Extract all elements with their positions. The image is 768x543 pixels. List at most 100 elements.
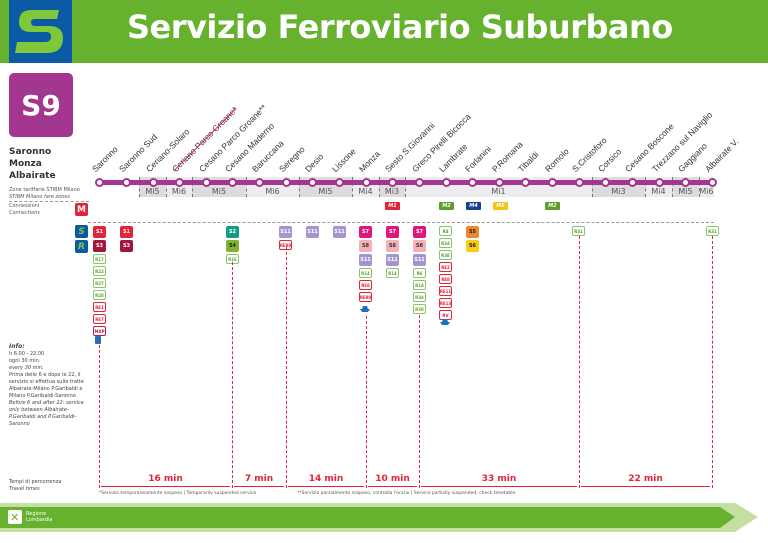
- station-stop[interactable]: [654, 178, 664, 187]
- zone-separator: [405, 177, 406, 197]
- regione-lombardia-text: Regione Lombardia: [26, 511, 53, 523]
- zone-separator: [192, 177, 193, 197]
- connection-badge: S4: [226, 240, 239, 252]
- section-marker: [712, 236, 713, 488]
- connection-badge: R14: [359, 268, 372, 278]
- connection-badge: R34: [439, 238, 452, 248]
- station-name[interactable]: Desio: [302, 151, 326, 174]
- station-stop[interactable]: [387, 178, 397, 187]
- travel-time-arrow: [234, 486, 284, 487]
- connection-badge: RE13: [439, 298, 452, 308]
- suburbano-logo: [9, 0, 72, 63]
- divider: [9, 201, 89, 202]
- metro-badge: M1: [385, 202, 400, 210]
- station-name[interactable]: Monza: [356, 148, 383, 174]
- station-name[interactable]: Romolo: [542, 146, 571, 174]
- station-name[interactable]: Albairate V.: [702, 136, 741, 174]
- zone-label: Mi6: [171, 187, 187, 196]
- travel-time-label: 7 min: [244, 474, 274, 484]
- travel-times-label: Tempi di percorrenza Travel times: [9, 479, 62, 492]
- travel-time-arrow: [368, 486, 417, 487]
- travel-time-label: 33 min: [481, 474, 517, 484]
- zone-separator: [645, 177, 646, 197]
- connections-label: Connessioni Connections: [9, 203, 40, 216]
- zone-label: Mi5: [211, 187, 227, 196]
- station-stop[interactable]: [574, 178, 584, 187]
- station-stop[interactable]: [361, 178, 371, 187]
- station-stop[interactable]: [174, 178, 184, 187]
- travel-time-label: 10 min: [375, 474, 410, 484]
- station-stop[interactable]: [281, 178, 291, 187]
- connection-badge: RE2: [439, 262, 452, 272]
- station-stop[interactable]: [600, 178, 610, 187]
- footnote-partial: **Servizio parzialmente sospeso, control…: [297, 491, 516, 496]
- station-stop[interactable]: [148, 178, 158, 187]
- connection-badge: R31: [706, 226, 719, 236]
- station-stop[interactable]: [307, 178, 317, 187]
- zone-separator: [699, 177, 700, 197]
- station-stop[interactable]: [680, 178, 690, 187]
- regione-lombardia-logo: ✕: [8, 510, 22, 524]
- section-marker: [579, 236, 580, 488]
- station-stop[interactable]: [414, 178, 424, 187]
- connection-badge: R14: [386, 268, 399, 278]
- zone-separator: [592, 177, 593, 197]
- connection-badge: S7: [386, 226, 399, 238]
- station-stop[interactable]: [254, 178, 264, 187]
- station-name[interactable]: Lissone: [329, 146, 358, 174]
- station-name[interactable]: Saronno: [89, 144, 120, 174]
- station-stop[interactable]: [201, 178, 211, 187]
- connection-badge: S3: [120, 240, 133, 252]
- zone-label: Mi4: [358, 187, 373, 196]
- zone-label: Mi3: [611, 187, 626, 196]
- section-marker: [232, 262, 233, 488]
- zone-separator: [246, 177, 247, 197]
- connection-badge: RE1: [93, 302, 106, 312]
- station-stop[interactable]: [627, 178, 637, 187]
- station-name[interactable]: Tibaldi: [515, 149, 541, 174]
- connection-badge: S8: [386, 240, 399, 252]
- travel-time-arrow: [421, 486, 577, 487]
- connection-badge: S6: [466, 240, 479, 252]
- zone-label: Mi6: [699, 187, 714, 196]
- suburbano-icon: S: [75, 225, 88, 238]
- zone-separator: [672, 177, 673, 197]
- connection-badge: S11: [386, 254, 399, 266]
- station-stop[interactable]: [520, 178, 530, 187]
- station-stop[interactable]: [467, 178, 477, 187]
- connection-badge: R14: [413, 280, 426, 290]
- connection-badge: S2: [226, 226, 239, 238]
- connection-badge: S1: [120, 226, 133, 238]
- metro-badge: M2: [439, 202, 454, 210]
- station-stop[interactable]: [547, 178, 557, 187]
- station-stop[interactable]: [334, 178, 344, 187]
- zones-label: Zone tariffarie STIBM Milano STIBM Milan…: [9, 187, 80, 200]
- connection-badge: RE8: [359, 280, 372, 290]
- connection-badge: R27: [93, 278, 106, 288]
- connection-badge: S11: [359, 254, 372, 266]
- connection-badge: RE8: [439, 274, 452, 284]
- connection-badge: S11: [333, 226, 346, 238]
- connection-badge: R34: [413, 292, 426, 302]
- station-stop[interactable]: [227, 178, 237, 187]
- connection-badge: RE7: [93, 314, 106, 324]
- station-stop[interactable]: [494, 178, 504, 187]
- station-stop[interactable]: [441, 178, 451, 187]
- connection-badge: S7: [413, 226, 426, 238]
- travel-time-label: 22 min: [628, 474, 663, 484]
- header-banner: Servizio Ferroviario Suburbano: [0, 0, 768, 63]
- connection-badge: RE80: [279, 240, 292, 250]
- connection-badge: MXP: [93, 326, 106, 336]
- metro-badge: M5: [493, 202, 508, 210]
- station-stop[interactable]: [94, 178, 104, 187]
- travel-time-arrow: [288, 486, 364, 487]
- section-marker: [419, 315, 420, 488]
- station-stop[interactable]: [121, 178, 131, 187]
- connection-badge: S5: [466, 226, 479, 238]
- connection-badge: S11: [413, 254, 426, 266]
- connection-badge: S8: [413, 240, 426, 252]
- station-stop[interactable]: [707, 178, 717, 187]
- connection-badge: RE11: [439, 286, 452, 296]
- travel-time-arrow: [581, 486, 710, 487]
- connection-badge: R4: [439, 226, 452, 236]
